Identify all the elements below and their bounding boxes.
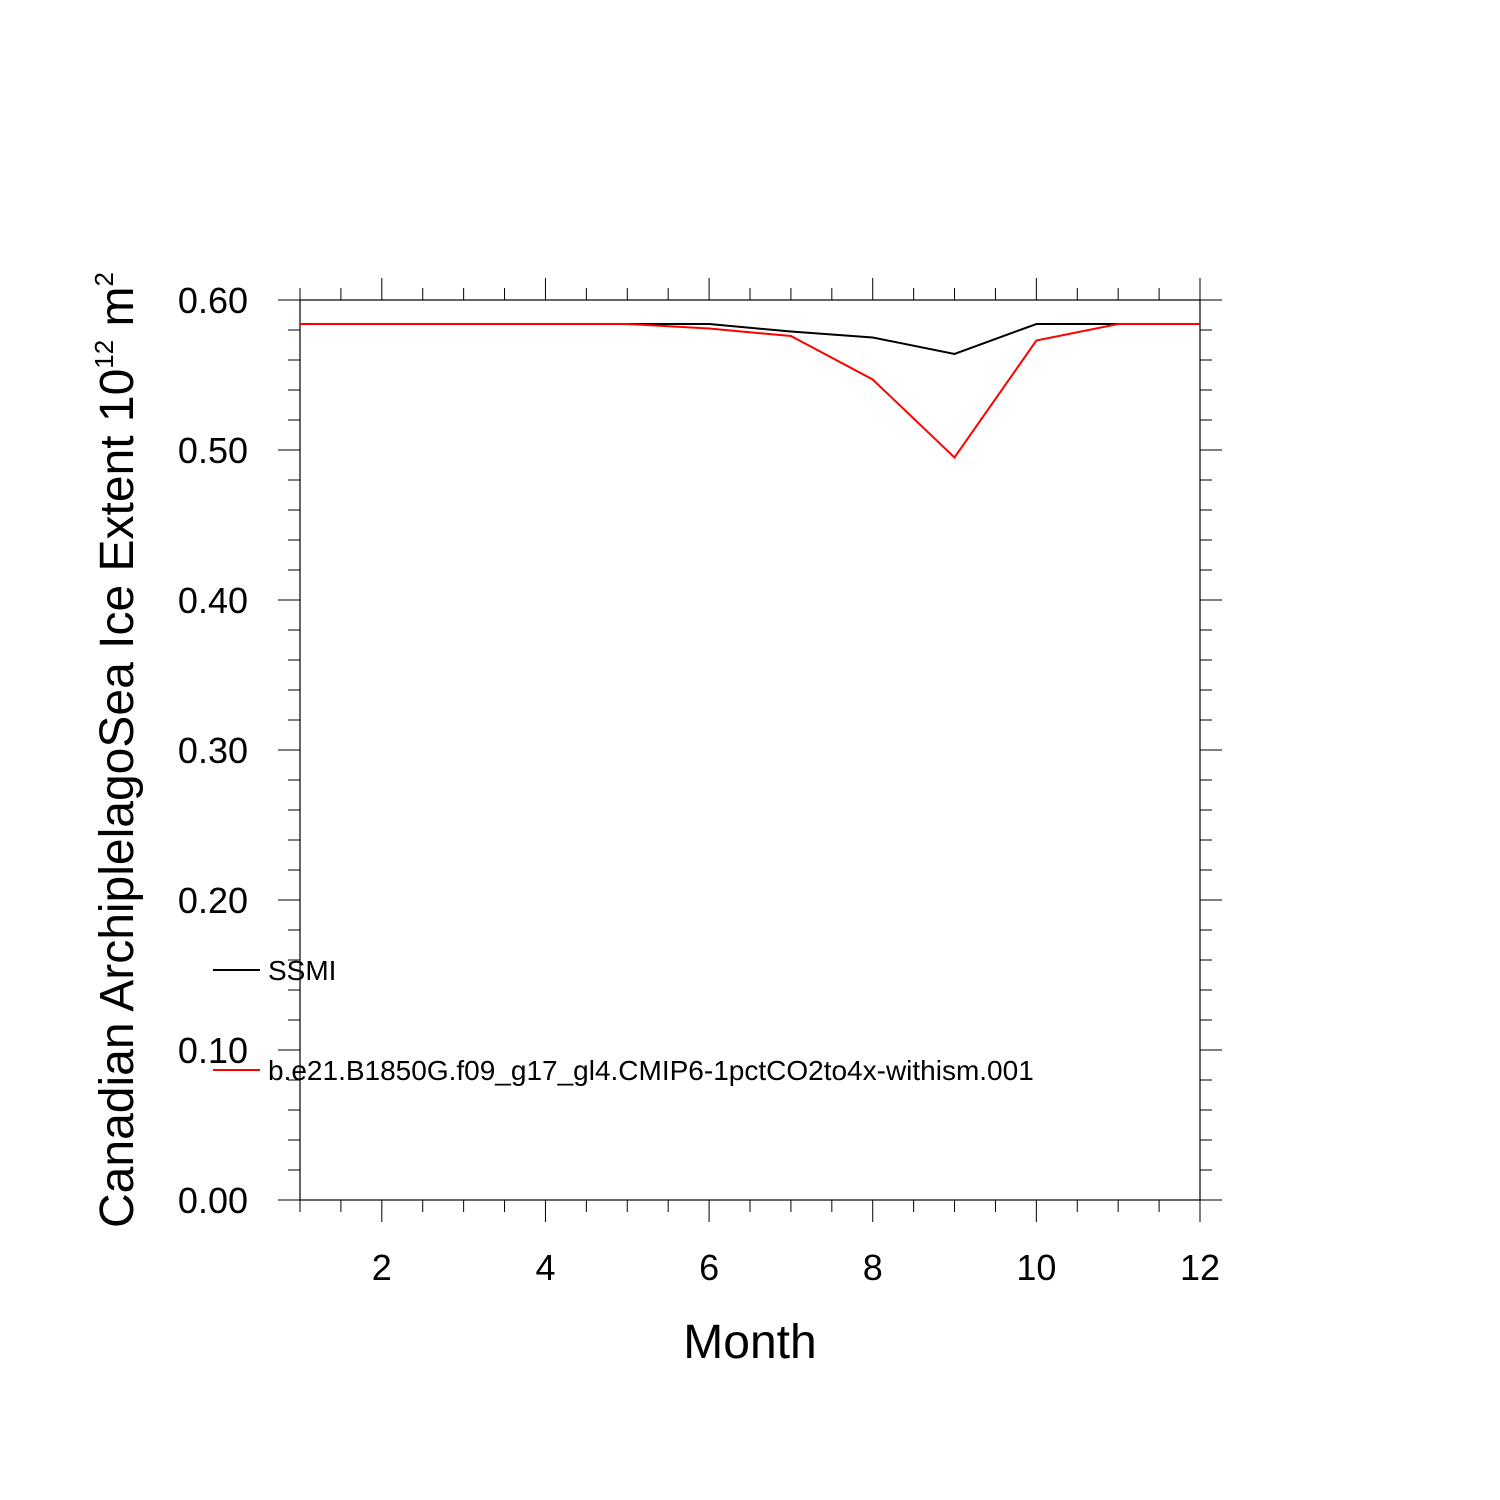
x-tick-label: 10 <box>1016 1247 1056 1288</box>
y-tick-label: 0.10 <box>178 1030 248 1071</box>
plot-frame <box>299 299 1201 1201</box>
y-axis-title-unit-exponent: 2 <box>89 272 119 286</box>
y-tick-label: 0.60 <box>178 280 248 321</box>
y-tick-label: 0.50 <box>178 430 248 471</box>
series-lines <box>300 323 1200 460</box>
y-tick-label: 0.20 <box>178 880 248 921</box>
x-axis-title: Month <box>683 1316 816 1369</box>
series-line <box>300 323 1200 356</box>
x-tick-label: 4 <box>535 1247 555 1288</box>
y-tick-label: 0.00 <box>178 1180 248 1221</box>
axis-ticks <box>278 278 1222 1222</box>
y-axis-title-unit: m <box>91 286 144 339</box>
x-tick-label: 6 <box>699 1247 719 1288</box>
tick-labels: 2 4 6 8 10 12 0.00 0.10 0.20 0.30 0.40 0.50 0.60 <box>178 280 1220 1288</box>
y-tick-label: 0.30 <box>178 730 248 771</box>
legend-label: SSMI <box>268 955 336 986</box>
x-tick-label: 12 <box>1180 1247 1220 1288</box>
y-axis-title: Canadian ArchiplelagoSea Ice Extent 1012… <box>89 272 144 1228</box>
series-line <box>300 323 1200 460</box>
x-tick-label: 2 <box>372 1247 392 1288</box>
legend: SSMI b.e21.B1850G.f09_g17_gl4.CMIP6-1pctC… <box>213 955 1034 1086</box>
y-axis-title-exponent: 12 <box>89 340 119 369</box>
y-tick-label: 0.40 <box>178 580 248 621</box>
x-tick-label: 8 <box>863 1247 883 1288</box>
y-axis-title-main: Canadian ArchiplelagoSea Ice Extent 10 <box>91 369 144 1228</box>
legend-label: b.e21.B1850G.f09_g17_gl4.CMIP6-1pctCO2to… <box>268 1055 1034 1086</box>
